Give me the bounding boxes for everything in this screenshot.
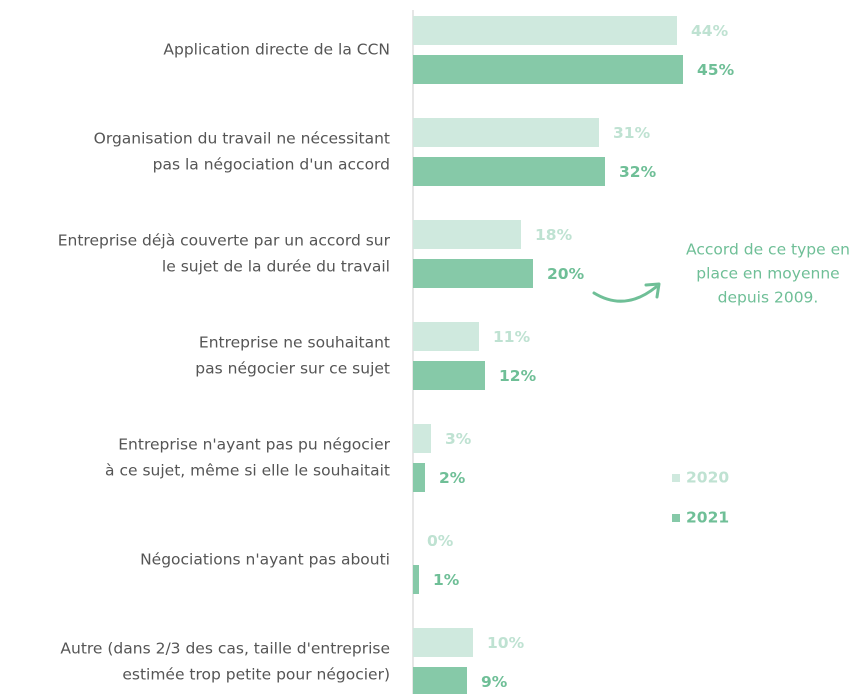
bar [413, 628, 473, 657]
value-label: 1% [433, 571, 460, 589]
value-label: 18% [535, 226, 573, 244]
bar [413, 667, 467, 694]
bar [413, 157, 605, 186]
legend-swatch [672, 514, 680, 522]
category-label: pas négocier sur ce sujet [195, 360, 390, 378]
bar [413, 259, 533, 288]
value-label: 11% [493, 328, 531, 346]
bar [413, 16, 677, 45]
value-label: 45% [697, 61, 735, 79]
value-label: 20% [547, 265, 585, 283]
category-label: Autre (dans 2/3 des cas, taille d'entrep… [60, 640, 390, 658]
category-label: Application directe de la CCN [163, 41, 390, 59]
bar [413, 220, 521, 249]
value-label: 12% [499, 367, 537, 385]
value-label: 31% [613, 124, 651, 142]
value-label: 32% [619, 163, 657, 181]
bar [413, 55, 683, 84]
category-label: pas la négociation d'un accord [153, 156, 390, 174]
value-label: 2% [439, 469, 466, 487]
bar [413, 565, 419, 594]
legend-label: 2020 [686, 469, 729, 487]
category-label: à ce sujet, même si elle le souhaitait [105, 462, 390, 480]
annotation: place en moyenne [696, 265, 839, 283]
category-label: estimée trop petite pour négocier) [122, 666, 390, 684]
annotation: Accord de ce type en [686, 241, 850, 259]
category-label: Entreprise ne souhaitant [199, 334, 390, 352]
legend-swatch [672, 474, 680, 482]
bar [413, 424, 431, 453]
category-label: Négociations n'ayant pas abouti [140, 551, 390, 569]
category-label: le sujet de la durée du travail [162, 258, 390, 276]
annotation-arrow [592, 285, 658, 303]
value-label: 3% [445, 430, 472, 448]
annotation: depuis 2009. [718, 289, 819, 307]
category-label: Entreprise n'ayant pas pu négocier [118, 436, 390, 454]
legend-label: 2021 [686, 509, 729, 527]
value-label: 9% [481, 673, 508, 691]
category-label: Entreprise déjà couverte par un accord s… [58, 232, 391, 250]
value-label: 44% [691, 22, 729, 40]
value-label: 0% [427, 532, 454, 550]
annotation-arrowhead [644, 282, 661, 299]
category-label: Organisation du travail ne nécessitant [94, 130, 390, 148]
bar [413, 118, 599, 147]
bar [413, 322, 479, 351]
bar [413, 361, 485, 390]
bar [413, 463, 425, 492]
value-label: 10% [487, 634, 525, 652]
